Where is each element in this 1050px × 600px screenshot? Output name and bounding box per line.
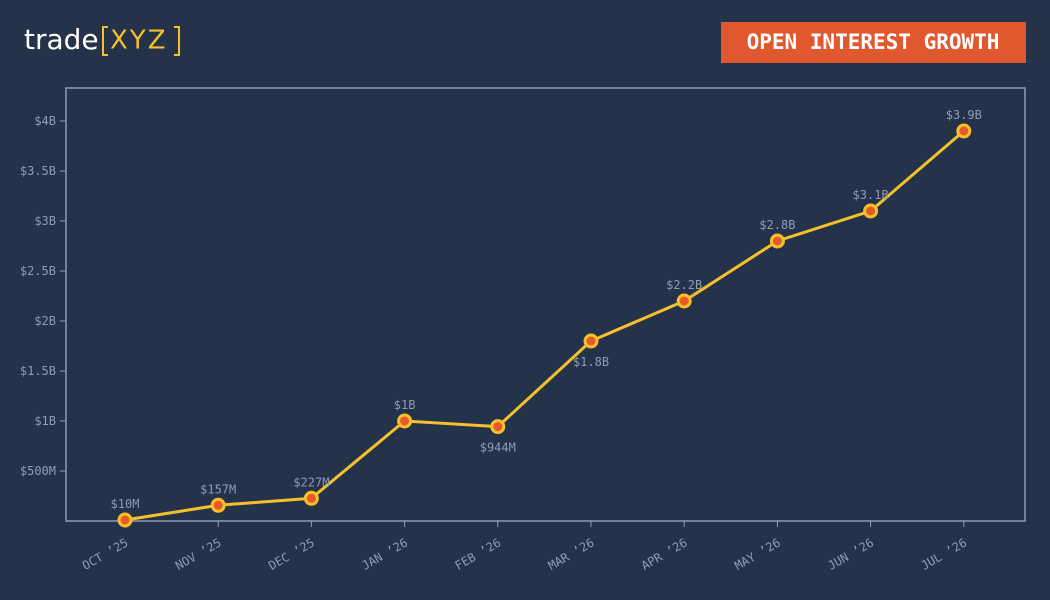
brand-mark: XYZ — [110, 26, 168, 56]
marker — [303, 490, 319, 506]
y-tick-label: $2B — [34, 314, 56, 328]
value-label: $2.2B — [666, 278, 702, 292]
value-label: $157M — [200, 482, 236, 496]
value-label: $3.9B — [946, 108, 982, 122]
marker — [210, 497, 226, 513]
value-label: $10M — [111, 497, 140, 511]
brand-brackets — [102, 26, 180, 56]
brand-name: trade — [24, 23, 99, 56]
y-tick-label: $3.5B — [20, 164, 56, 178]
chart-title: OPEN INTEREST GROWTH — [747, 30, 1000, 54]
line — [124, 129, 965, 522]
marker — [863, 203, 879, 219]
value-label: $3.1B — [853, 188, 889, 202]
marker — [397, 413, 413, 429]
y-tick-label: $2.5B — [20, 264, 56, 278]
y-tick-label: $1.5B — [20, 364, 56, 378]
marker — [117, 512, 133, 528]
marker — [490, 419, 506, 435]
value-label: $2.8B — [759, 218, 795, 232]
value-label: $1B — [394, 398, 416, 412]
marker — [956, 123, 972, 139]
y-tick-label: $3B — [34, 214, 56, 228]
y-tick-label: $1B — [34, 414, 56, 428]
marker — [676, 293, 692, 309]
y-tick-label: $4B — [34, 114, 56, 128]
value-label: $944M — [480, 441, 516, 455]
marker — [769, 233, 785, 249]
title-box — [721, 22, 1026, 63]
value-label: $1.8B — [573, 355, 609, 369]
y-tick-label: $500M — [20, 464, 56, 478]
value-label: $227M — [293, 475, 329, 489]
marker — [583, 333, 599, 349]
plot-frame — [65, 87, 1026, 522]
